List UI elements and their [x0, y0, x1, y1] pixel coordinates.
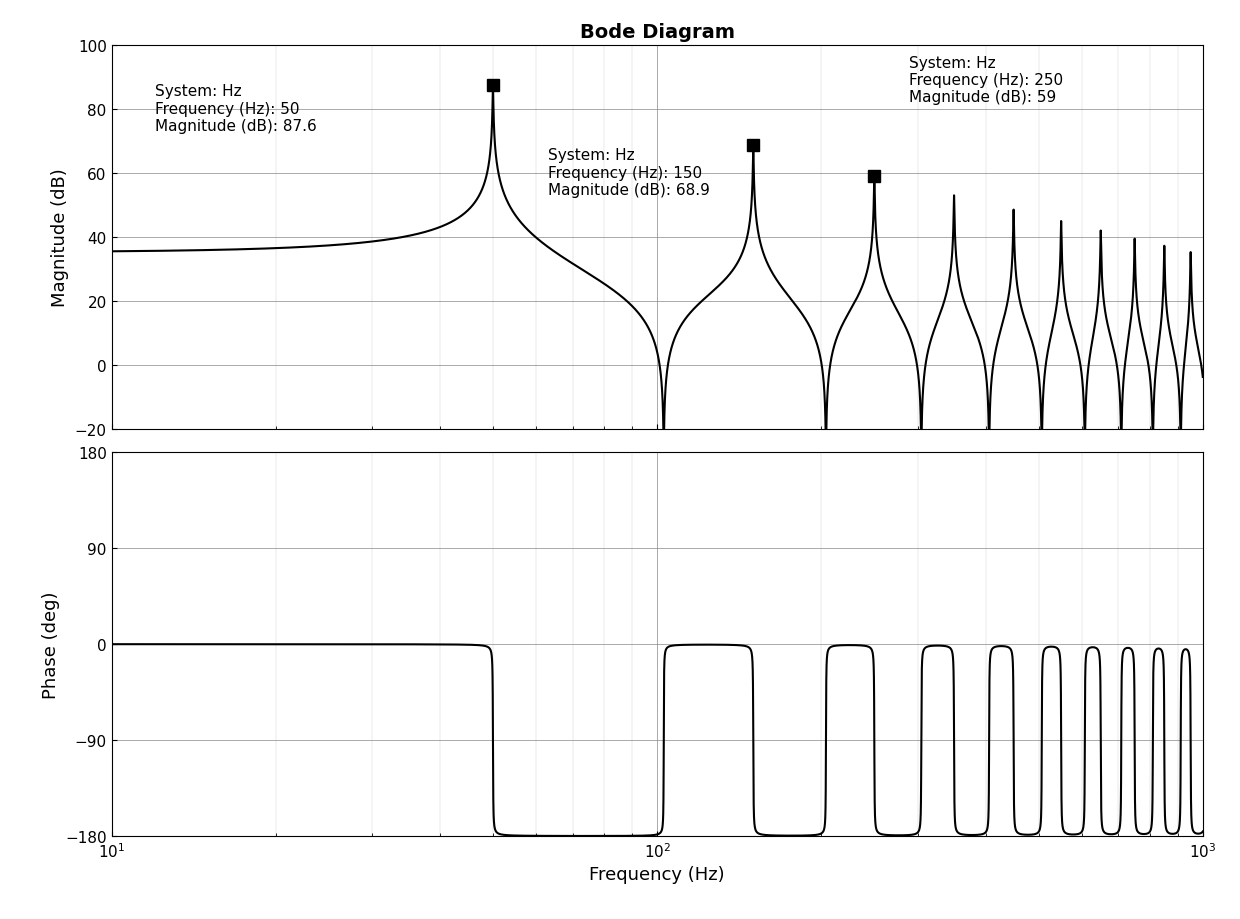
Y-axis label: Magnitude (dB): Magnitude (dB)	[51, 168, 69, 307]
X-axis label: Frequency (Hz): Frequency (Hz)	[589, 866, 725, 883]
Y-axis label: Phase (deg): Phase (deg)	[42, 591, 60, 698]
Title: Bode Diagram: Bode Diagram	[580, 23, 734, 41]
Text: System: Hz
Frequency (Hz): 250
Magnitude (dB): 59: System: Hz Frequency (Hz): 250 Magnitude…	[909, 55, 1064, 106]
Text: System: Hz
Frequency (Hz): 50
Magnitude (dB): 87.6: System: Hz Frequency (Hz): 50 Magnitude …	[155, 85, 316, 134]
Text: System: Hz
Frequency (Hz): 150
Magnitude (dB): 68.9: System: Hz Frequency (Hz): 150 Magnitude…	[548, 148, 709, 198]
